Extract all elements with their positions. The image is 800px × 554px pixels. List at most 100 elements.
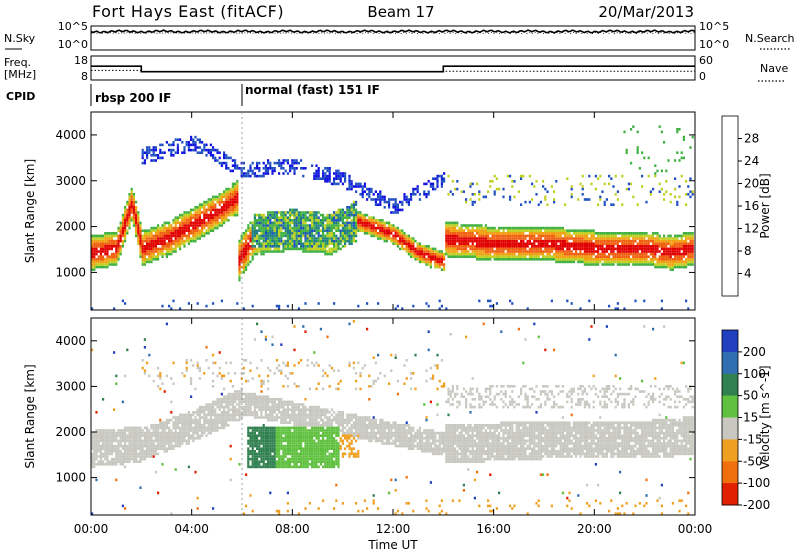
power-cell: [258, 239, 261, 243]
velocity-cell: [179, 437, 182, 440]
power-cell: [214, 211, 217, 214]
velocity-cell: [179, 439, 182, 443]
power-cell: [586, 232, 589, 235]
power-cell: [555, 232, 558, 235]
power-cell: [614, 174, 617, 178]
power-cell: [117, 239, 120, 243]
power-cell: [198, 232, 201, 235]
power-cell: [623, 234, 626, 238]
velocity-cell: [143, 452, 146, 456]
power-cell: [588, 237, 591, 240]
velocity-cell: [174, 418, 177, 422]
power-cell: [262, 245, 265, 248]
power-cell: [95, 258, 98, 261]
power-cell: [568, 258, 571, 261]
power-cell: [608, 263, 611, 266]
noise-tick-right-bottom: 10^0: [699, 38, 729, 51]
power-cell: [581, 242, 584, 245]
power-cell: [427, 304, 430, 308]
velocity-cell: [212, 353, 215, 357]
power-cell: [445, 237, 448, 240]
power-cell: [542, 250, 545, 253]
power-cell: [251, 169, 254, 173]
power-cell: [278, 164, 281, 167]
power-cell: [498, 229, 501, 232]
power-cell: [691, 252, 694, 256]
velocity-cell: [135, 442, 138, 445]
power-cell: [583, 258, 586, 261]
power-cell: [509, 252, 512, 256]
velocity-cell: [165, 424, 168, 427]
power-cell: [330, 247, 333, 251]
power-cell: [179, 237, 182, 240]
power-cell: [163, 226, 166, 230]
power-cell: [445, 232, 448, 235]
power-cell: [247, 263, 250, 266]
velocity-cell: [183, 424, 186, 427]
freq-trace: [91, 65, 695, 73]
power-cell: [117, 242, 120, 245]
power-cell: [685, 265, 688, 269]
power-cell: [245, 232, 248, 235]
power-cell: [260, 226, 263, 230]
power-cell: [126, 229, 129, 232]
velocity-cell: [91, 455, 94, 458]
power-cell: [542, 255, 545, 258]
power-cell: [469, 252, 472, 256]
power-cell: [623, 232, 626, 235]
power-cell: [537, 247, 540, 251]
power-cell: [190, 232, 193, 235]
velocity-cell: [220, 405, 223, 409]
power-cell: [282, 226, 285, 230]
power-cell: [480, 242, 483, 245]
power-cell: [566, 255, 569, 258]
power-cell: [597, 234, 600, 238]
velocity-cell: [135, 431, 138, 435]
power-cell: [462, 242, 465, 245]
power-cell: [194, 141, 197, 144]
power-cell: [454, 252, 457, 256]
power-cell: [256, 219, 259, 222]
power-cell: [434, 247, 437, 251]
power-cell: [284, 232, 287, 235]
power-cell: [449, 221, 452, 225]
power-cell: [605, 258, 608, 261]
power-cell: [174, 237, 177, 240]
power-cell: [665, 250, 668, 253]
power-cell: [524, 258, 527, 261]
power-cell: [113, 255, 116, 258]
power-cell: [159, 239, 162, 243]
power-cell: [148, 151, 151, 154]
velocity-cell: [119, 455, 122, 458]
power-cell: [245, 255, 248, 258]
velocity-cell: [172, 424, 175, 427]
velocity-cell: [115, 455, 118, 458]
velocity-cell: [220, 411, 223, 414]
power-cell: [579, 258, 582, 261]
velocity-cell: [128, 455, 131, 458]
velocity-cell: [249, 434, 252, 437]
velocity-cell: [143, 426, 146, 430]
velocity-cell: [143, 372, 146, 375]
power-cell: [130, 203, 133, 206]
power-cell: [528, 239, 531, 243]
power-cell: [436, 252, 439, 256]
power-cell: [297, 232, 300, 235]
power-cell: [313, 250, 316, 253]
power-cell: [115, 239, 118, 243]
velocity-cell: [126, 437, 129, 440]
power-cell: [174, 226, 177, 230]
power-cell: [108, 239, 111, 243]
velocity-cell: [249, 392, 252, 396]
power-cell: [304, 232, 307, 235]
velocity-cell: [220, 398, 223, 401]
power-cell: [119, 224, 122, 227]
power-cell: [451, 255, 454, 258]
power-cell: [359, 224, 362, 227]
velocity-cell: [99, 460, 102, 463]
velocity-cell: [104, 447, 107, 450]
power-cell: [256, 161, 259, 165]
velocity-cell: [223, 424, 226, 427]
power-cell: [337, 242, 340, 245]
velocity-cell: [201, 424, 204, 427]
